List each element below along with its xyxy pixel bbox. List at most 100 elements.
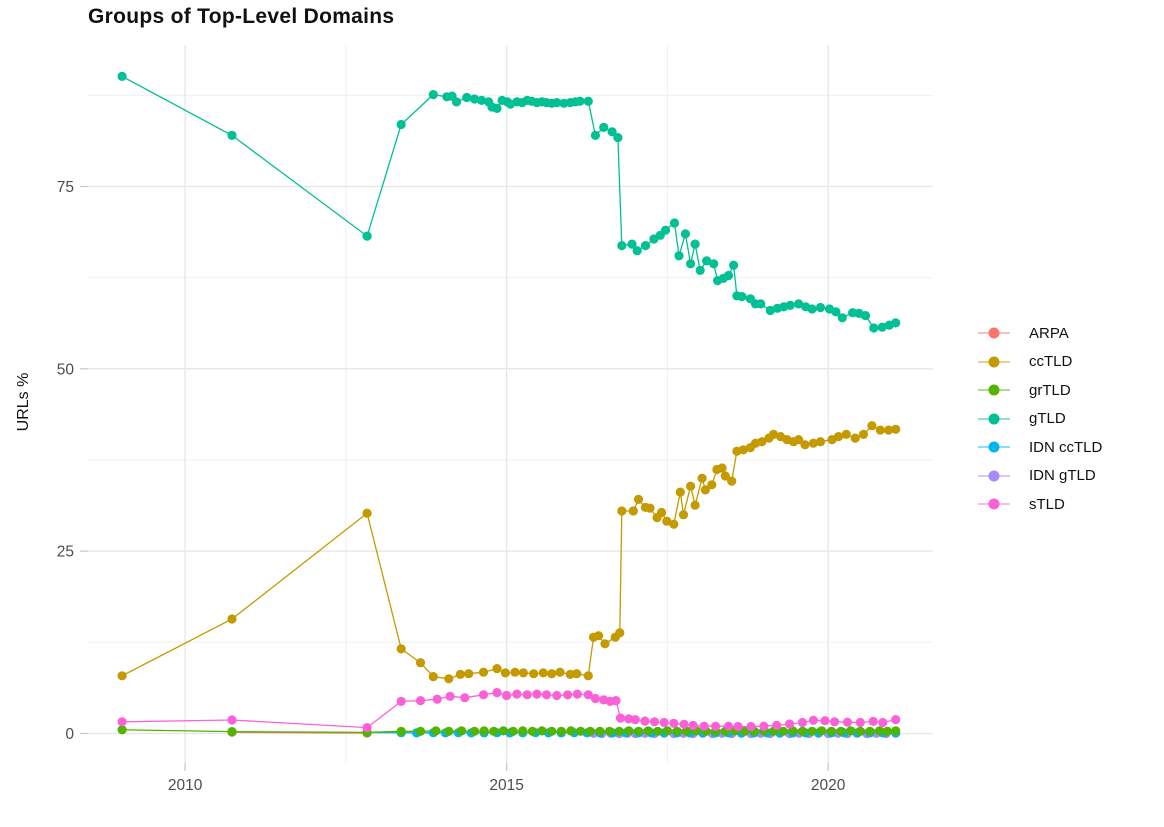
data-point	[590, 693, 601, 704]
data-point	[867, 421, 877, 431]
data-point	[614, 726, 624, 736]
data-point	[659, 717, 669, 728]
data-point	[662, 516, 672, 526]
data-point	[720, 471, 730, 481]
data-point	[615, 628, 625, 638]
data-point	[502, 690, 512, 701]
data-point	[532, 689, 542, 699]
data-point	[529, 669, 539, 679]
data-point	[478, 667, 489, 677]
y-axis-title: URLs %	[15, 372, 32, 432]
data-point	[617, 506, 627, 516]
data-point	[537, 726, 547, 736]
data-point	[117, 717, 127, 727]
data-point	[583, 96, 593, 106]
data-point	[611, 696, 621, 706]
data-point	[640, 716, 650, 726]
data-point	[566, 726, 576, 736]
data-point	[572, 689, 583, 699]
data-point	[865, 726, 875, 736]
data-point	[891, 424, 901, 434]
data-point	[227, 715, 237, 725]
data-point	[785, 719, 795, 729]
data-point	[785, 300, 795, 310]
data-point	[615, 713, 626, 723]
legend-label: grTLD	[1029, 381, 1071, 399]
data-point	[686, 259, 696, 269]
data-point	[830, 717, 840, 727]
data-point	[709, 259, 719, 269]
data-point	[541, 690, 552, 700]
data-point	[510, 667, 520, 677]
data-point	[455, 669, 465, 680]
data-point	[632, 246, 642, 256]
data-point	[585, 726, 595, 736]
data-point	[518, 726, 528, 736]
data-point	[512, 689, 522, 699]
data-point	[556, 726, 566, 736]
data-point	[833, 432, 844, 442]
series-line	[121, 75, 896, 329]
data-point	[794, 299, 804, 309]
data-point	[498, 726, 508, 736]
data-point	[508, 726, 518, 736]
data-point	[690, 500, 700, 510]
data-point	[794, 435, 804, 445]
data-point	[552, 690, 562, 701]
data-point	[469, 726, 480, 736]
data-point	[624, 726, 634, 736]
legend-label: sTLD	[1029, 495, 1065, 513]
data-point	[688, 720, 698, 731]
data-point	[869, 323, 879, 333]
data-point	[518, 668, 529, 678]
data-point	[362, 508, 372, 518]
data-point	[733, 721, 743, 732]
data-point	[682, 726, 692, 736]
data-point	[669, 519, 679, 529]
legend-item-cctld: ccTLD	[977, 348, 1102, 377]
legend-item-gtld: gTLD	[977, 405, 1102, 434]
series-cctld	[117, 421, 901, 684]
series-stld	[117, 688, 901, 733]
data-point	[604, 726, 615, 736]
data-point	[547, 726, 557, 736]
data-point	[759, 721, 769, 731]
legend-key-icon	[978, 384, 1010, 396]
data-point	[451, 97, 462, 107]
data-point	[444, 726, 454, 736]
y-tick-label: 50	[57, 361, 75, 378]
data-point	[396, 644, 406, 654]
data-point	[590, 130, 601, 140]
data-point	[117, 671, 127, 681]
data-point	[878, 717, 888, 728]
data-point	[479, 726, 489, 736]
data-point	[699, 721, 709, 731]
data-point	[738, 445, 748, 455]
data-point	[815, 302, 826, 313]
data-point	[478, 690, 489, 700]
data-point	[445, 691, 455, 701]
data-point	[653, 726, 663, 736]
data-point	[469, 94, 480, 104]
y-tick-label: 25	[57, 544, 74, 561]
data-point	[836, 726, 846, 736]
legend-item-idn-gtld: IDN gTLD	[977, 462, 1102, 491]
series-line	[121, 424, 896, 680]
data-point	[877, 322, 887, 332]
data-point	[855, 726, 865, 736]
legend-key-icon	[978, 413, 1010, 425]
legend-item-arpa: ARPA	[977, 319, 1102, 348]
legend-key-icon	[978, 356, 1010, 368]
data-point	[583, 690, 593, 700]
data-point	[640, 241, 651, 251]
data-point	[227, 130, 237, 140]
data-point	[594, 631, 604, 641]
data-point	[583, 671, 593, 681]
data-point	[362, 723, 372, 733]
data-point	[660, 225, 671, 235]
data-point	[462, 92, 472, 103]
data-point	[662, 726, 673, 736]
data-point	[797, 717, 808, 728]
data-point	[538, 668, 548, 678]
